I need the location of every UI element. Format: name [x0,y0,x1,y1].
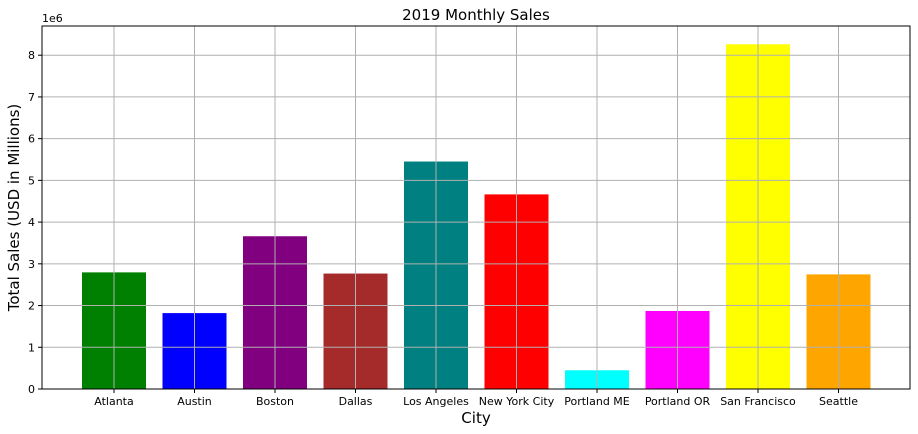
plot-frame [41,25,911,390]
x-tick-label: Dallas [339,395,373,408]
x-tick-label: Seattle [819,395,858,408]
y-tick-label: 5 [28,174,35,187]
y-tick-label: 4 [28,216,35,229]
y-tick-label: 1 [28,341,35,354]
x-tick-label: Portland OR [645,395,711,408]
x-axis-ticks: Atlanta Austin Boston Dallas Los Angeles New … [94,389,858,408]
y-tick-label: 6 [28,133,35,146]
y-axis-label: Total Sales (USD in Millions) [5,104,23,313]
y-tick-label: 3 [28,258,35,271]
y-offset-label: 1e6 [42,12,63,25]
x-tick-label: Atlanta [94,395,133,408]
bars [82,44,871,389]
x-tick-label: San Francisco [720,395,796,408]
x-tick-label: Boston [256,395,294,408]
y-tick-label: 0 [28,383,35,396]
x-tick-label: Austin [177,395,212,408]
x-axis-label: City [461,409,491,427]
chart-title: 2019 Monthly Sales [402,6,550,24]
x-tick-label: Portland ME [564,395,630,408]
y-tick-label: 7 [28,91,35,104]
x-tick-label: Los Angeles [403,395,469,408]
y-tick-label: 8 [28,49,35,62]
y-tick-label: 2 [28,300,35,313]
x-tick-label: New York City [479,395,555,408]
y-axis-ticks: 0 1 2 3 4 5 6 7 8 [28,49,42,396]
